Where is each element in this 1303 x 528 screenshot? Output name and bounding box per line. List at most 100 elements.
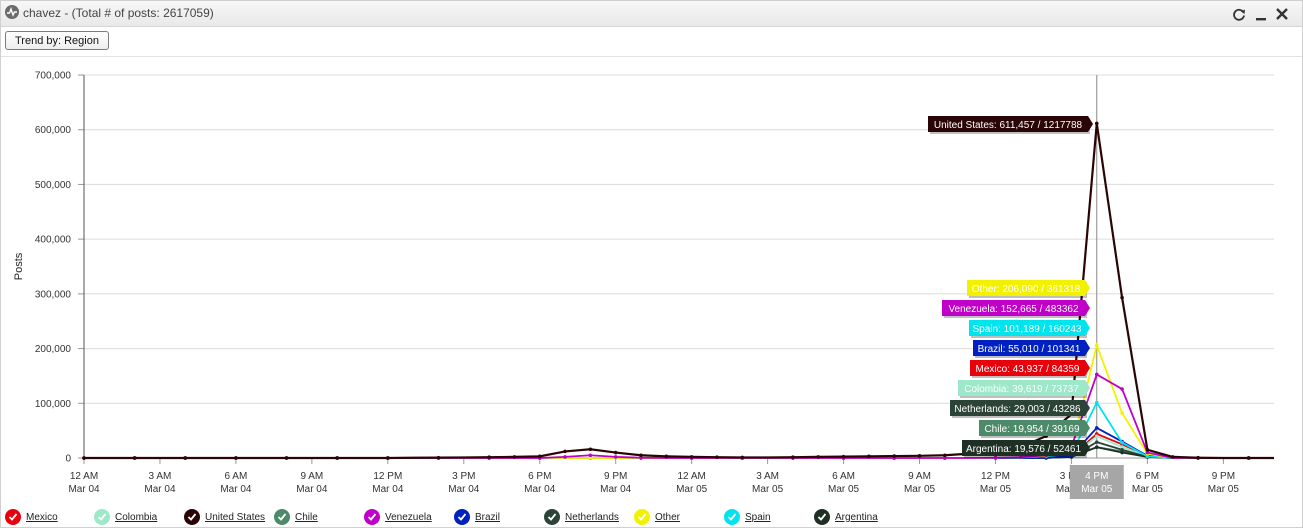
data-point-other	[588, 456, 593, 460]
x-tick-date: Mar 04	[600, 484, 632, 495]
tooltip-box-colombia	[958, 380, 1090, 396]
x-tick-label: 3 PM	[452, 471, 475, 482]
data-point-venezuela	[1145, 450, 1150, 455]
data-point-argentina	[1094, 445, 1099, 450]
tooltip-box-other	[967, 280, 1090, 296]
x-tick-label: 12 AM	[70, 471, 98, 482]
y-tick-label: 100,000	[35, 399, 72, 410]
data-point-united-states	[1246, 456, 1251, 460]
data-point-united-states	[1120, 295, 1124, 300]
checkmark-icon	[5, 509, 21, 525]
crosshair-x-label: 4 PM	[1085, 471, 1108, 482]
x-tick-date: Mar 05	[904, 484, 936, 495]
y-tick-label: 700,000	[35, 71, 72, 82]
y-tick-label: 500,000	[35, 180, 72, 191]
x-tick-label: 9 PM	[604, 471, 627, 482]
data-point-spain	[1094, 400, 1099, 405]
data-point-argentina	[1120, 450, 1124, 455]
legend-item-brazil[interactable]: Brazil	[454, 508, 500, 526]
data-point-other	[1120, 411, 1124, 415]
tooltip-box-netherlands	[950, 400, 1090, 416]
y-tick-label: 600,000	[35, 125, 72, 136]
x-tick-date: Mar 04	[220, 484, 252, 495]
x-tick-date: Mar 05	[828, 484, 860, 495]
data-point-united-states	[740, 455, 745, 460]
tooltip-text-other: Other: 206,090 / 361318	[972, 284, 1081, 295]
data-point-netherlands	[1120, 447, 1124, 452]
close-icon[interactable]	[1272, 4, 1292, 24]
x-tick-label: 9 PM	[1212, 471, 1235, 482]
legend-item-spain[interactable]: Spain	[724, 508, 771, 526]
data-point-venezuela	[943, 456, 947, 460]
legend-label: Argentina	[835, 511, 878, 523]
data-point-united-states	[867, 454, 871, 459]
data-point-united-states	[1145, 447, 1150, 452]
checkmark-icon	[454, 509, 470, 525]
data-point-united-states	[284, 456, 289, 460]
checkmark-icon	[274, 509, 290, 525]
data-point-united-states	[892, 454, 897, 458]
legend-item-argentina[interactable]: Argentina	[814, 508, 878, 526]
data-point-united-states	[537, 454, 542, 459]
data-point-venezuela	[1094, 372, 1099, 377]
data-point-united-states	[335, 456, 339, 460]
tooltip-box-chile	[979, 420, 1090, 436]
y-tick-label: 300,000	[35, 289, 72, 300]
data-point-united-states	[563, 449, 567, 454]
x-tick-date: Mar 04	[372, 484, 404, 495]
legend-item-united-states[interactable]: United States	[184, 508, 265, 526]
crosshair-x-date: Mar 05	[1081, 484, 1113, 495]
legend-item-other[interactable]: Other	[634, 508, 680, 526]
series-line-united-states	[84, 123, 1274, 460]
legend-label: Spain	[745, 511, 771, 523]
data-point-united-states	[816, 455, 821, 459]
x-tick-date: Mar 05	[1208, 484, 1240, 495]
data-point-united-states	[917, 454, 922, 458]
data-point-united-states	[512, 455, 517, 459]
y-axis-title: Posts	[13, 252, 25, 280]
x-tick-label: 12 PM	[373, 471, 402, 482]
data-point-united-states	[588, 447, 593, 452]
x-tick-label: 3 AM	[149, 471, 172, 482]
data-point-venezuela	[639, 455, 643, 460]
y-tick-label: 0	[65, 454, 71, 465]
x-tick-label: 6 AM	[225, 471, 248, 482]
checkmark-icon	[364, 509, 380, 525]
checkmark-icon	[184, 509, 200, 525]
activity-icon	[5, 5, 19, 19]
chart-legend: Mexico Colombia United States Chile Venezuel…	[1, 506, 1302, 528]
data-point-united-states	[234, 456, 238, 460]
data-point-united-states	[132, 456, 137, 460]
tooltip-box-brazil	[973, 340, 1090, 356]
x-tick-label: 6 AM	[832, 471, 855, 482]
data-point-colombia	[1120, 445, 1124, 449]
x-tick-label: 12 AM	[677, 471, 705, 482]
legend-item-mexico[interactable]: Mexico	[5, 508, 58, 526]
legend-label: Venezuela	[385, 511, 432, 523]
x-tick-date: Mar 04	[296, 484, 328, 495]
tooltip-box-argentina	[962, 440, 1090, 456]
trend-by-region-button[interactable]: Trend by: Region	[5, 31, 109, 50]
checkmark-icon	[634, 509, 650, 525]
legend-item-colombia[interactable]: Colombia	[94, 508, 157, 526]
series-line-venezuela	[84, 373, 1274, 459]
x-tick-date: Mar 05	[752, 484, 784, 495]
data-point-venezuela	[1120, 387, 1124, 391]
data-point-venezuela	[588, 453, 593, 458]
data-point-colombia	[1094, 434, 1099, 439]
data-point-united-states	[639, 453, 643, 458]
data-point-united-states	[1196, 455, 1200, 460]
toolbar: Trend by: Region	[1, 27, 1302, 57]
data-point-united-states	[689, 455, 694, 459]
minimize-icon[interactable]	[1251, 4, 1271, 24]
data-point-united-states	[183, 456, 188, 460]
data-point-united-states	[436, 455, 441, 460]
data-point-united-states	[791, 455, 795, 459]
legend-item-netherlands[interactable]: Netherlands	[544, 508, 619, 526]
legend-item-venezuela[interactable]: Venezuela	[364, 508, 432, 526]
y-tick-label: 200,000	[35, 344, 72, 355]
legend-item-chile[interactable]: Chile	[274, 508, 318, 526]
legend-label: Chile	[295, 511, 318, 523]
data-point-venezuela	[613, 455, 618, 459]
refresh-icon[interactable]	[1229, 4, 1249, 24]
